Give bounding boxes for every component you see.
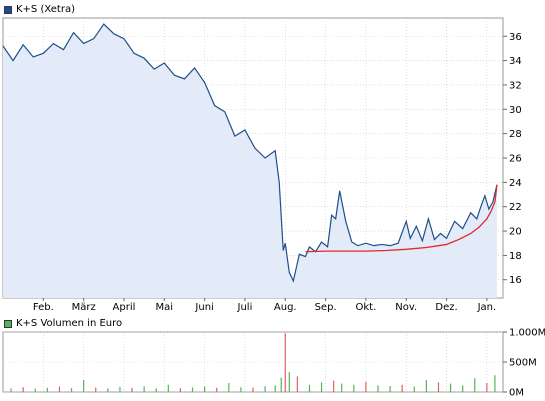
price-ytick-label: 28 [509,129,522,140]
price-xtick-label: Feb. [33,302,54,312]
volume-ytick-label: 1.000M [509,328,545,339]
trend-series-line [305,184,498,253]
price-ytick-label: 18 [509,251,522,262]
price-xtick-label: Jan. [477,302,497,312]
price-ytick-label: 32 [509,80,522,91]
price-legend: K+S (Xetra) [4,4,75,15]
price-xtick-label: Juni [194,302,213,312]
volume-legend-label: K+S Volumen in Euro [16,318,123,329]
volume-legend-swatch [4,319,12,328]
price-series-line [2,23,498,283]
price-ytick-label: 24 [509,178,522,189]
price-ytick-label: 22 [509,202,522,213]
price-ytick-label: 20 [509,227,522,238]
price-xtick-label: Sep. [315,302,337,312]
price-legend-label: K+S (Xetra) [16,4,75,15]
price-ytick-label: 16 [509,275,522,286]
volume-chart: 0M 500M 1.000M [2,328,545,399]
volume-ytick-label: 500M [509,358,537,369]
price-ytick-label: 26 [509,154,522,165]
price-area-fill [3,24,497,299]
price-xtick-label: Nov. [395,302,417,312]
volume-ytick-label: 0M [509,388,524,399]
price-xtick-label: Mai [156,302,174,312]
price-xtick-label: Aug. [274,302,297,312]
price-xtick-label: März [72,302,96,312]
price-ytick-label: 30 [509,105,522,116]
price-ytick-label: 36 [509,32,522,43]
price-xtick-label: Dez. [435,302,457,312]
price-legend-swatch [4,5,12,14]
price-ytick-label: 34 [509,56,522,67]
volume-legend: K+S Volumen in Euro [4,318,122,329]
price-xtick-label: April [113,302,136,312]
price-chart: 16 18 20 22 24 26 28 30 32 34 36 Feb. März April Mai Ju… [2,17,522,312]
price-xtick-label: Juli [237,302,253,312]
price-xtick-label: Okt. [356,302,377,312]
